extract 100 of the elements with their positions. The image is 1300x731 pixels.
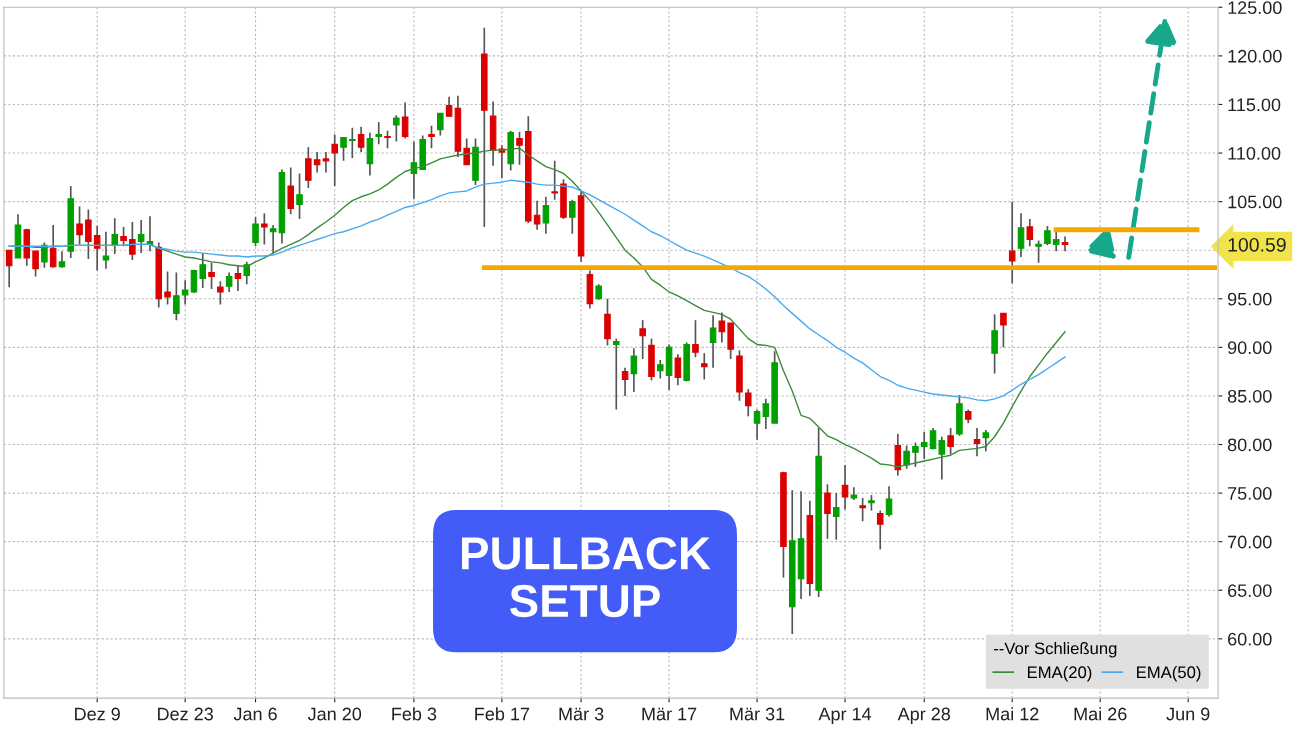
candlestick bbox=[612, 337, 620, 411]
x-tick-label: Apr 28 bbox=[897, 707, 951, 724]
x-tick-label: Jan 20 bbox=[307, 707, 362, 721]
candlestick bbox=[912, 441, 919, 468]
y-tick-label: 125.00 bbox=[1228, 1, 1282, 15]
candlestick bbox=[973, 427, 981, 458]
candlestick bbox=[41, 241, 48, 269]
candlestick bbox=[445, 95, 453, 117]
candlestick bbox=[938, 435, 946, 481]
candlestick bbox=[832, 492, 840, 541]
y-tick-label: 70.00 bbox=[1228, 535, 1272, 549]
x-tick-label: Feb 17 bbox=[475, 707, 530, 721]
candlestick bbox=[903, 444, 910, 470]
x-tick-label: Dez 23 bbox=[158, 707, 213, 721]
candlestick bbox=[331, 133, 339, 187]
candlestick bbox=[516, 130, 523, 166]
x-tick-label: Jun 9 bbox=[1166, 707, 1210, 721]
candlestick bbox=[111, 217, 119, 255]
legend-label: EMA(50) bbox=[1137, 665, 1201, 682]
y-tick-label: 90.00 bbox=[1227, 341, 1272, 355]
candlestick bbox=[700, 352, 708, 381]
x-tick-label: Jan 6 bbox=[233, 707, 277, 721]
y-tick-label: 60.00 bbox=[1228, 632, 1272, 646]
candlestick bbox=[217, 280, 224, 306]
candlestick bbox=[287, 166, 295, 216]
y-tick-label: 95.00 bbox=[1227, 292, 1272, 306]
candlestick bbox=[533, 199, 541, 231]
x-tick-label: Mai 12 bbox=[986, 707, 1039, 721]
candlestick bbox=[762, 398, 770, 430]
candlestick bbox=[656, 359, 664, 380]
x-tick-label: Mär 17 bbox=[642, 707, 697, 721]
candlestick bbox=[137, 219, 145, 254]
candlestick bbox=[357, 125, 365, 153]
candlestick bbox=[859, 497, 866, 523]
candlestick bbox=[824, 483, 831, 540]
y-tick-label: 85.00 bbox=[1227, 389, 1272, 403]
candlestick bbox=[1035, 239, 1042, 264]
legend-label: EMA(20) bbox=[1027, 665, 1092, 682]
candlestick bbox=[1008, 200, 1016, 285]
candlestick bbox=[269, 224, 277, 254]
candlestick bbox=[102, 230, 110, 270]
candlestick bbox=[164, 270, 171, 306]
annotation: PULLBACK SETUP bbox=[462, 537, 711, 618]
candlestick bbox=[173, 271, 180, 321]
x-tick-label: Dez 9 bbox=[75, 707, 120, 721]
candlestick bbox=[49, 224, 57, 269]
candlestick bbox=[753, 408, 761, 441]
candlestick bbox=[947, 427, 954, 456]
candlestick bbox=[5, 249, 13, 288]
legend-title: --Vor Schließung bbox=[994, 642, 1117, 658]
candlestick bbox=[920, 431, 928, 460]
candlestick bbox=[322, 151, 330, 174]
candlestick bbox=[674, 353, 682, 387]
candlestick bbox=[234, 264, 242, 292]
candlestick bbox=[1017, 212, 1025, 258]
candlestick bbox=[208, 262, 215, 290]
candlestick bbox=[709, 314, 717, 369]
candlestick bbox=[1000, 312, 1007, 349]
x-tick-label: Mai 26 bbox=[1074, 707, 1127, 721]
candlestick bbox=[76, 205, 83, 246]
candlestick bbox=[542, 195, 550, 235]
candlestick bbox=[340, 136, 347, 162]
candlestick bbox=[885, 485, 893, 518]
candlestick bbox=[261, 212, 268, 246]
candlestick bbox=[401, 101, 409, 140]
candlestick bbox=[32, 250, 39, 278]
candlestick bbox=[744, 388, 752, 418]
y-tick-label: 75.00 bbox=[1228, 487, 1272, 500]
candlestick bbox=[93, 225, 101, 272]
candlestick bbox=[225, 271, 233, 293]
y-tick-label: 80.00 bbox=[1227, 438, 1272, 452]
candlestick bbox=[305, 146, 312, 189]
y-tick-label: 65.00 bbox=[1228, 584, 1272, 597]
candlestick bbox=[437, 112, 444, 137]
candlestick bbox=[1026, 218, 1034, 248]
candlestick bbox=[630, 347, 638, 393]
x-tick-label: Mär 3 bbox=[559, 707, 604, 721]
candlestick bbox=[181, 279, 189, 306]
candlestick bbox=[569, 198, 576, 235]
x-tick-label: Apr 14 bbox=[818, 707, 872, 724]
y-tick-label: 105.00 bbox=[1228, 195, 1282, 209]
candlestick bbox=[621, 366, 629, 397]
candlestick bbox=[243, 261, 251, 286]
candlestick bbox=[991, 313, 998, 375]
candlestick bbox=[120, 226, 127, 248]
candlestick bbox=[252, 216, 259, 248]
x-tick-label: Mär 31 bbox=[730, 707, 785, 721]
candlestick bbox=[199, 252, 207, 289]
candlestick bbox=[463, 137, 470, 166]
candlestick bbox=[296, 172, 303, 220]
candlestick bbox=[375, 121, 383, 146]
candlestick bbox=[393, 114, 400, 143]
candlestick bbox=[313, 151, 321, 174]
candlestick bbox=[692, 319, 699, 358]
y-tick-label: 115.00 bbox=[1228, 98, 1281, 112]
line-series bbox=[8, 179, 1066, 402]
candlestick bbox=[1044, 225, 1051, 247]
candlestick bbox=[876, 509, 884, 551]
candlestick bbox=[85, 208, 92, 260]
y-tick-label: 100.59 bbox=[1228, 237, 1286, 252]
